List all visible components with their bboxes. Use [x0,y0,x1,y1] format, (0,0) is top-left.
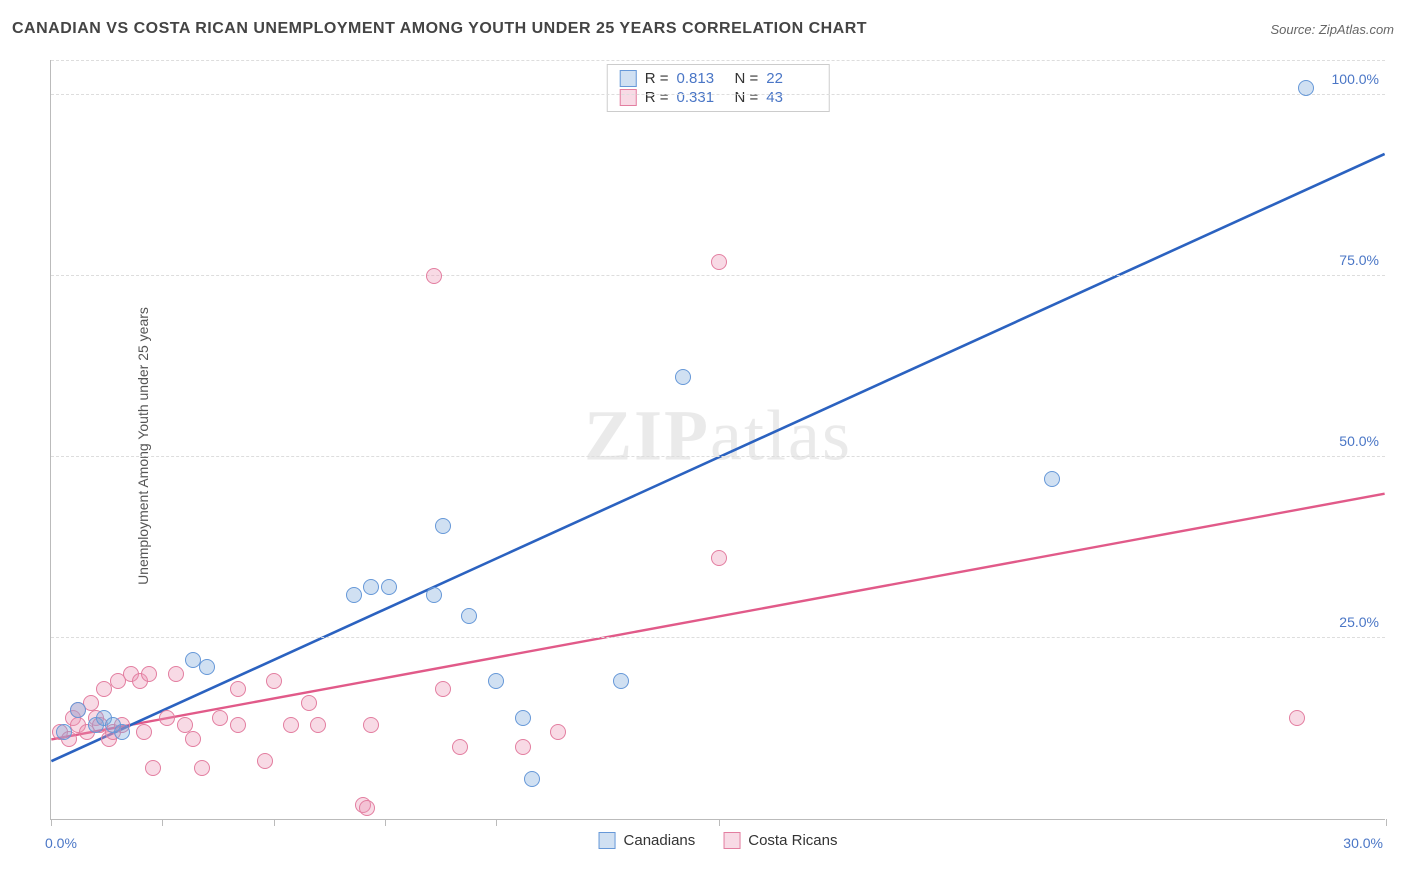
data-point [185,731,201,747]
data-point [159,710,175,726]
data-point [310,717,326,733]
data-point [515,710,531,726]
data-point [212,710,228,726]
legend-label: Canadians [624,832,696,849]
data-point [257,753,273,769]
trend-line [51,494,1384,740]
legend-costaricans: Costa Ricans [723,832,837,849]
data-point [488,673,504,689]
x-tick [385,819,386,826]
data-point [177,717,193,733]
x-tick [719,819,720,826]
x-tick-label: 0.0% [45,835,77,851]
trend-lines [51,60,1385,819]
stat-n-label: N = [735,70,759,87]
scatter-plot: ZIPatlas R = 0.813 N = 22 R = 0.331 N = … [50,60,1385,820]
watermark: ZIPatlas [584,394,852,477]
data-point [426,587,442,603]
data-point [363,579,379,595]
data-point [524,771,540,787]
stats-box: R = 0.813 N = 22 R = 0.331 N = 43 [607,64,830,112]
y-tick-label: 25.0% [1339,614,1379,630]
stat-r-value: 0.813 [677,70,727,87]
legend-canadians: Canadians [599,832,696,849]
data-point [346,587,362,603]
data-point [230,717,246,733]
data-point [266,673,282,689]
data-point [145,760,161,776]
stat-n-value: 22 [766,70,816,87]
data-point [363,717,379,733]
data-point [550,724,566,740]
x-tick [1386,819,1387,826]
data-point [56,724,72,740]
data-point [711,550,727,566]
stat-r-value: 0.331 [677,89,727,106]
swatch-icon [599,832,616,849]
gridline [51,275,1385,276]
data-point [70,702,86,718]
chart-title: CANADIAN VS COSTA RICAN UNEMPLOYMENT AMO… [12,20,867,38]
gridline [51,94,1385,95]
data-point [381,579,397,595]
stats-row-costaricans: R = 0.331 N = 43 [620,88,817,107]
stat-r-label: R = [645,89,669,106]
data-point [359,800,375,816]
x-tick [51,819,52,826]
data-point [1289,710,1305,726]
data-point [711,254,727,270]
x-tick [274,819,275,826]
data-point [168,666,184,682]
data-point [283,717,299,733]
data-point [675,369,691,385]
data-point [1044,471,1060,487]
gridline [51,456,1385,457]
data-point [301,695,317,711]
data-point [199,659,215,675]
data-point [426,268,442,284]
y-tick-label: 75.0% [1339,252,1379,268]
stat-r-label: R = [645,70,669,87]
data-point [613,673,629,689]
gridline [51,60,1385,61]
stat-n-label: N = [735,89,759,106]
data-point [452,739,468,755]
data-point [114,724,130,740]
data-point [136,724,152,740]
swatch-icon [620,89,637,106]
stats-row-canadians: R = 0.813 N = 22 [620,69,817,88]
data-point [141,666,157,682]
legend-label: Costa Ricans [748,832,837,849]
y-tick-label: 100.0% [1332,71,1379,87]
swatch-icon [620,70,637,87]
x-tick [162,819,163,826]
x-tick [496,819,497,826]
data-point [194,760,210,776]
x-tick-label: 30.0% [1343,835,1383,851]
data-point [230,681,246,697]
swatch-icon [723,832,740,849]
legend: Canadians Costa Ricans [599,832,838,849]
data-point [1298,80,1314,96]
data-point [461,608,477,624]
gridline [51,637,1385,638]
data-point [515,739,531,755]
data-point [435,518,451,534]
trend-line [51,154,1384,761]
chart-source: Source: ZipAtlas.com [1270,22,1394,37]
y-tick-label: 50.0% [1339,433,1379,449]
data-point [435,681,451,697]
stat-n-value: 43 [766,89,816,106]
